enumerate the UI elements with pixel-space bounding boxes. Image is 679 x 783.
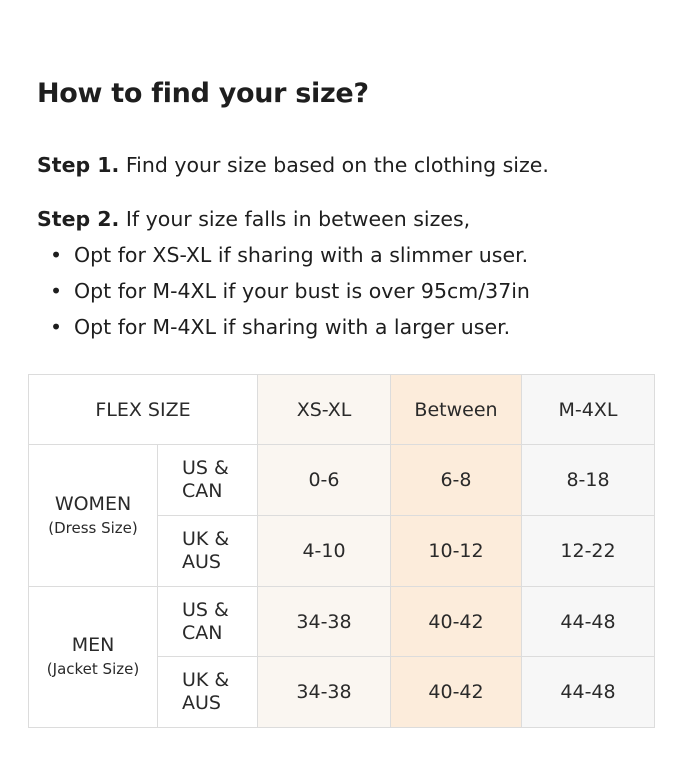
region-label: UK & AUS xyxy=(157,515,258,587)
region-line: UK & xyxy=(182,669,230,691)
region-line: CAN xyxy=(182,621,223,644)
table-row: MEN (Jacket Size) US & CAN 34-38 40-42 44-… xyxy=(28,586,655,728)
cell: 44-48 xyxy=(521,656,655,728)
step-1: Step 1. Find your size based on the clot… xyxy=(37,153,549,177)
bullet-text: Opt for M-4XL if sharing with a larger u… xyxy=(74,315,511,339)
table-header-row: FLEX SIZE XS-XL Between M-4XL xyxy=(28,374,655,445)
bullet-text: Opt for XS-XL if sharing with a slimmer … xyxy=(74,243,529,267)
cell: 40-42 xyxy=(390,586,522,657)
group-name: MEN xyxy=(71,634,115,656)
bullet-item: • Opt for M-4XL if sharing with a larger … xyxy=(50,315,511,339)
cell: 34-38 xyxy=(257,586,391,657)
step-2-text: If your size falls in between sizes, xyxy=(119,207,471,231)
header-m-4xl: M-4XL xyxy=(521,374,655,445)
table-row: UK & AUS 4-10 10-12 12-22 xyxy=(29,515,655,587)
corner-cell: FLEX SIZE xyxy=(28,374,258,445)
region-label: US & CAN xyxy=(157,444,258,516)
bullet-item: • Opt for XS-XL if sharing with a slimmer… xyxy=(50,243,529,267)
region-label: US & CAN xyxy=(157,586,258,657)
group-name: WOMEN xyxy=(54,492,132,515)
bullet-item: • Opt for M-4XL if your bust is over 95cm… xyxy=(50,279,530,303)
region-label: UK & AUS xyxy=(157,656,258,728)
step-2: Step 2. If your size falls in between si… xyxy=(37,207,470,231)
region-line: AUS xyxy=(182,551,221,573)
cell: 4-10 xyxy=(257,515,391,587)
group-men: MEN (Jacket Size) xyxy=(28,586,158,728)
region-line: US & xyxy=(182,457,229,479)
header-between: Between xyxy=(390,374,522,445)
region-line: UK & xyxy=(182,528,230,550)
group-women: WOMEN (Dress Size) xyxy=(28,444,158,587)
cell: 6-8 xyxy=(390,444,522,516)
region-line: US & xyxy=(182,598,229,621)
group-sub: (Jacket Size) xyxy=(46,660,140,678)
size-table: FLEX SIZE XS-XL Between M-4XL WOMEN (Dres… xyxy=(28,374,655,728)
cell: 44-48 xyxy=(521,586,655,657)
bullet-text: Opt for M-4XL if your bust is over 95cm/… xyxy=(74,279,530,303)
table-row: UK & AUS 34-38 40-42 44-48 xyxy=(29,656,655,728)
step-1-label: Step 1. xyxy=(37,153,120,177)
step-1-text: Find your size based on the clothing siz… xyxy=(119,153,549,177)
cell: 34-38 xyxy=(257,656,391,728)
cell: 10-12 xyxy=(390,515,522,587)
table-row: WOMEN (Dress Size) US & CAN 0-6 6-8 8-18 xyxy=(28,444,655,587)
cell: 40-42 xyxy=(390,656,522,728)
step-2-label: Step 2. xyxy=(37,207,120,231)
cell: 0-6 xyxy=(257,444,391,516)
group-sub: (Dress Size) xyxy=(48,518,138,537)
cell: 12-22 xyxy=(521,515,655,587)
region-line: AUS xyxy=(182,692,221,714)
region-line: CAN xyxy=(182,480,223,502)
page-title: How to find your size? xyxy=(37,78,369,109)
cell: 8-18 xyxy=(521,444,655,516)
header-xs-xl: XS-XL xyxy=(257,374,391,445)
